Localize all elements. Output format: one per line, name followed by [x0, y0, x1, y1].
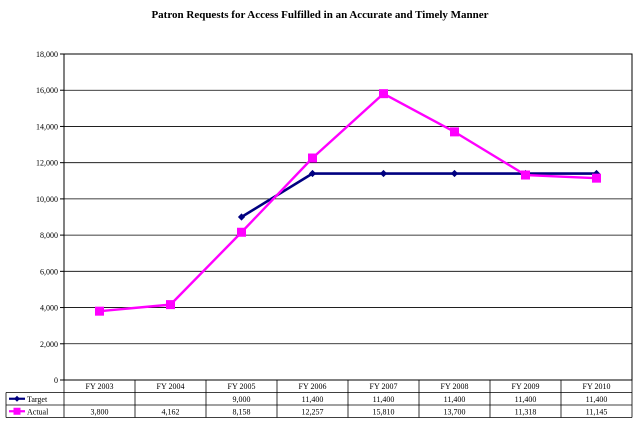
series-line-target: [240, 172, 597, 219]
y-tick-label: 14,000: [36, 122, 58, 131]
table-value-target: 11,400: [373, 395, 395, 404]
table-value-target: 9,000: [233, 395, 251, 404]
table-value-actual: 11,318: [515, 407, 537, 416]
data-point-actual: [379, 89, 388, 99]
data-point-target: [237, 213, 246, 221]
table-value-target: 11,400: [302, 395, 324, 404]
series-line-actual: [99, 92, 597, 313]
table-value-actual: 15,810: [373, 407, 395, 416]
data-point-actual: [95, 306, 104, 316]
table-value-actual: 13,700: [444, 407, 466, 416]
y-tick-label: 4,000: [40, 304, 58, 313]
data-point-actual: [450, 127, 459, 137]
data-point-actual: [166, 300, 175, 310]
table-value-target: 11,400: [444, 395, 466, 404]
table-value-target: 11,400: [586, 395, 608, 404]
x-category-label: FY 2009: [512, 382, 540, 391]
data-point-target: [308, 169, 317, 178]
data-point-actual: [237, 227, 246, 237]
y-tick-label: 8,000: [40, 231, 58, 240]
y-tick-label: 2,000: [40, 340, 58, 349]
legend-label-actual: Actual: [27, 407, 49, 416]
x-category-label: FY 2010: [583, 382, 611, 391]
legend-label-target: Target: [27, 395, 48, 404]
data-point-actual: [592, 173, 601, 183]
data-point-actual: [308, 153, 317, 163]
y-tick-label: 6,000: [40, 267, 58, 276]
x-category-label: FY 2008: [441, 382, 469, 391]
x-category-label: FY 2006: [299, 382, 327, 391]
y-tick-label: 10,000: [36, 195, 58, 204]
y-tick-label: 0: [54, 376, 58, 385]
legend-marker-target: [14, 395, 20, 402]
x-category-label: FY 2007: [370, 382, 398, 391]
data-point-target: [450, 169, 459, 178]
table-value-actual: 11,145: [586, 407, 608, 416]
table-value-target: 11,400: [515, 395, 537, 404]
legend-marker-actual: [13, 407, 21, 415]
table-value-actual: 12,257: [302, 407, 324, 416]
chart-title: Patron Requests for Access Fulfilled in …: [151, 9, 489, 21]
x-category-label: FY 2005: [228, 382, 256, 391]
x-category-label: FY 2003: [86, 382, 114, 391]
data-point-target: [379, 169, 388, 178]
table-value-actual: 3,800: [91, 407, 109, 416]
table-value-actual: 4,162: [162, 407, 180, 416]
plot-frame: [63, 53, 633, 381]
y-tick-label: 18,000: [36, 50, 58, 59]
y-tick-label: 16,000: [36, 86, 58, 95]
x-category-label: FY 2004: [157, 382, 185, 391]
data-point-actual: [521, 170, 530, 180]
table-value-actual: 8,158: [233, 407, 251, 416]
y-tick-label: 12,000: [36, 159, 58, 168]
